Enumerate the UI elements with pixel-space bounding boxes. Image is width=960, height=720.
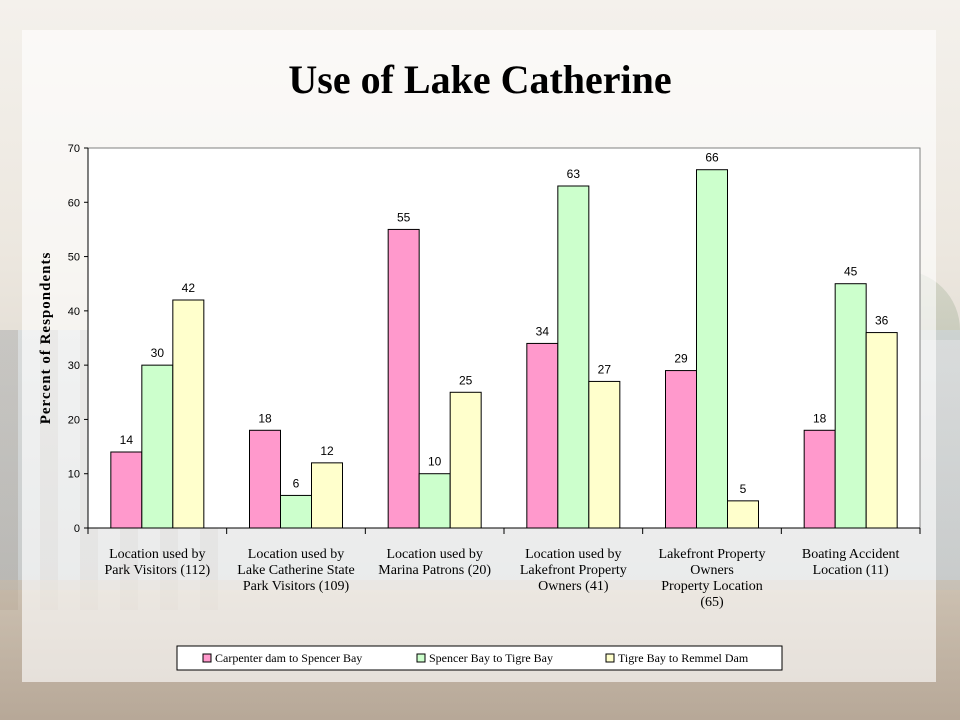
data-label: 36 [875, 314, 889, 328]
category-label: Location used by [248, 547, 344, 562]
category-label: Marina Patrons (20) [378, 563, 491, 578]
y-tick-label: 10 [68, 469, 80, 481]
bar [588, 380, 621, 529]
legend-swatch [605, 653, 615, 663]
category-label: Property Location [661, 579, 762, 594]
bar [280, 494, 312, 529]
data-label: 63 [567, 167, 581, 181]
category-label: Owners [690, 563, 734, 578]
bar [387, 228, 420, 529]
y-tick-label: 0 [74, 523, 80, 535]
data-label: 34 [536, 324, 550, 338]
legend-label: Tigre Bay to Remmel Dam [618, 651, 749, 665]
bar [696, 169, 728, 529]
legend-swatch [202, 653, 212, 663]
bar [526, 342, 559, 529]
data-label: 5 [740, 482, 747, 496]
category-label: (65) [700, 595, 724, 610]
data-label: 10 [428, 455, 442, 469]
bar [449, 391, 482, 529]
bar [141, 364, 174, 529]
bar [249, 429, 281, 529]
data-label: 27 [598, 362, 612, 376]
data-label: 42 [182, 281, 196, 295]
bar [834, 283, 867, 529]
category-label: Owners (41) [538, 579, 609, 594]
legend-label: Carpenter dam to Spencer Bay [215, 651, 362, 665]
category-label: Park Visitors (109) [243, 579, 350, 594]
bar [803, 429, 836, 529]
bar [311, 462, 343, 529]
legend-swatch [416, 653, 426, 663]
bar [665, 370, 697, 529]
plot-area [87, 147, 921, 529]
slide-title: Use of Lake Catherine [288, 57, 672, 102]
data-label: 66 [705, 151, 719, 165]
y-tick-label: 20 [68, 414, 80, 426]
category-label: Location used by [525, 547, 621, 562]
data-label: 6 [293, 476, 300, 490]
y-tick-label: 30 [68, 360, 80, 372]
y-tick-label: 40 [68, 306, 80, 318]
data-label: 45 [844, 265, 858, 279]
data-label: 14 [120, 433, 134, 447]
category-label: Boating Accident [802, 547, 900, 562]
category-label: Lake Catherine State [237, 563, 354, 578]
data-label: 55 [397, 210, 411, 224]
legend-label: Spencer Bay to Tigre Bay [429, 651, 553, 665]
bar [727, 500, 759, 529]
bar [557, 185, 590, 529]
y-axis-title: Percent of Respondents [38, 252, 54, 425]
y-tick-label: 60 [68, 197, 80, 209]
category-label: Lakefront Property [520, 563, 627, 578]
legend [176, 645, 783, 671]
category-label: Park Visitors (112) [104, 563, 210, 578]
bar [865, 332, 898, 529]
data-label: 29 [674, 352, 688, 366]
data-label: 30 [151, 346, 165, 360]
data-label: 12 [320, 444, 334, 458]
category-label: Location (11) [813, 563, 889, 578]
data-label: 25 [459, 373, 473, 387]
category-label: Location used by [109, 547, 205, 562]
data-label: 18 [813, 411, 827, 425]
category-label: Location used by [386, 547, 482, 562]
y-tick-label: 50 [68, 252, 80, 264]
category-label: Lakefront Property [659, 547, 766, 562]
data-label: 18 [258, 411, 272, 425]
bar [418, 473, 451, 529]
bar [172, 299, 205, 529]
y-tick-label: 70 [68, 143, 80, 155]
bar [110, 451, 143, 529]
